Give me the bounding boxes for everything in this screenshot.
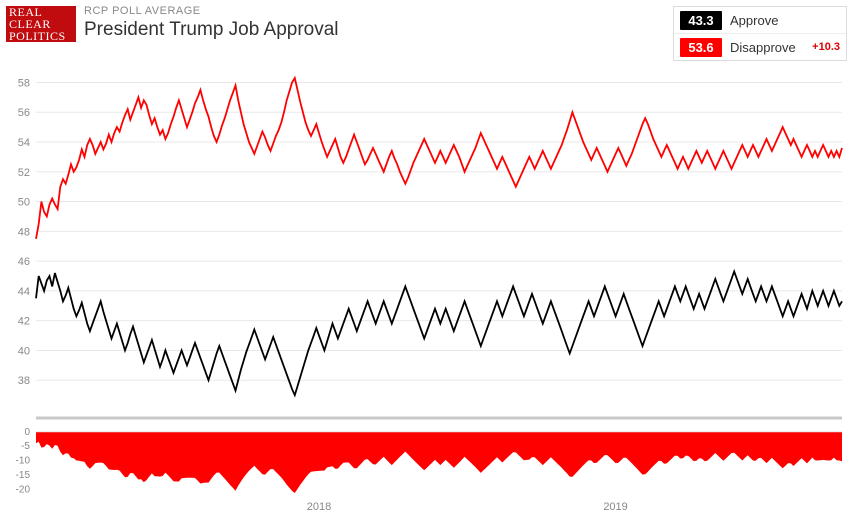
disapprove-line (36, 78, 842, 239)
legend-row-approve: 43.3 Approve (674, 7, 846, 33)
svg-text:52: 52 (18, 167, 30, 179)
svg-text:38: 38 (18, 375, 30, 387)
svg-text:-5: -5 (21, 441, 30, 452)
chart-title: President Trump Job Approval (84, 19, 339, 41)
svg-text:-15: -15 (16, 470, 31, 481)
svg-text:48: 48 (18, 226, 30, 238)
disapprove-label: Disapprove (730, 40, 812, 55)
chart-svg: 38 40 42 44 46 48 50 52 54 56 58 2018 2019 0 -5 -10 -15 -… (6, 70, 847, 515)
legend: 43.3 Approve 53.6 Disapprove +10.3 (673, 6, 847, 61)
disapprove-delta: +10.3 (812, 41, 840, 53)
spread-area (36, 432, 842, 493)
svg-text:46: 46 (18, 256, 30, 268)
chart-screenshot: REAL CLEAR POLITICS RCP POLL AVERAGE Pre… (0, 0, 853, 525)
svg-text:2018: 2018 (307, 501, 331, 513)
svg-text:2019: 2019 (603, 501, 627, 513)
svg-text:44: 44 (18, 286, 30, 298)
svg-text:40: 40 (18, 345, 30, 357)
logo-line-3: POLITICS (9, 30, 73, 42)
svg-text:54: 54 (18, 137, 30, 149)
approve-line (36, 272, 842, 396)
svg-text:50: 50 (18, 197, 30, 209)
svg-text:42: 42 (18, 316, 30, 328)
rcp-logo: REAL CLEAR POLITICS (6, 6, 76, 42)
approve-value-badge: 43.3 (680, 11, 722, 30)
svg-text:58: 58 (18, 77, 30, 89)
chart-area: 38 40 42 44 46 48 50 52 54 56 58 2018 2019 0 -5 -10 -15 -… (6, 70, 847, 515)
chart-subtitle: RCP POLL AVERAGE (84, 5, 201, 17)
svg-text:-10: -10 (16, 456, 31, 467)
svg-text:0: 0 (24, 427, 30, 438)
header: REAL CLEAR POLITICS RCP POLL AVERAGE Pre… (0, 0, 853, 68)
approve-label: Approve (730, 13, 840, 28)
svg-text:56: 56 (18, 107, 30, 119)
legend-row-disapprove: 53.6 Disapprove +10.3 (674, 33, 846, 60)
svg-text:-20: -20 (16, 484, 31, 495)
disapprove-value-badge: 53.6 (680, 38, 722, 57)
